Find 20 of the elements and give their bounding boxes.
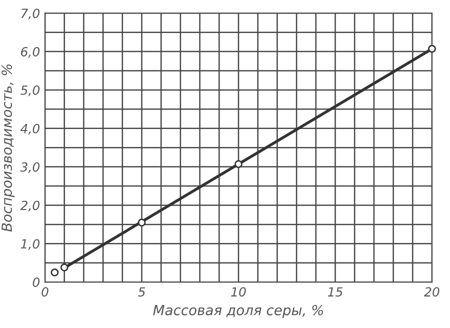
y-tick-label: 3,0	[20, 162, 40, 174]
y-tick-label: 2,0	[20, 200, 40, 212]
x-tick-label: 10	[231, 287, 246, 297]
y-tick-label: 1,0	[20, 239, 40, 250]
y-tick-label: 5,0	[20, 85, 40, 96]
y-tick-label: 4,0	[20, 124, 40, 135]
point	[50, 268, 59, 276]
y-axis-title: Воспроизводимость, %	[2, 64, 15, 232]
x-tick-label: 15	[328, 287, 343, 297]
point	[60, 264, 68, 272]
point	[138, 218, 146, 226]
point	[234, 160, 242, 168]
x-tick-label: 0	[42, 287, 48, 297]
point	[428, 44, 436, 53]
y-tick-label: 7,0	[21, 8, 40, 20]
x-tick-label: 5	[138, 287, 146, 297]
y-tick-label: 6,0	[21, 47, 40, 58]
y-tick-label: 0	[32, 278, 40, 288]
x-tick-label: 20	[424, 287, 440, 297]
x-axis-title: Массовая доля серы, %	[153, 304, 323, 318]
